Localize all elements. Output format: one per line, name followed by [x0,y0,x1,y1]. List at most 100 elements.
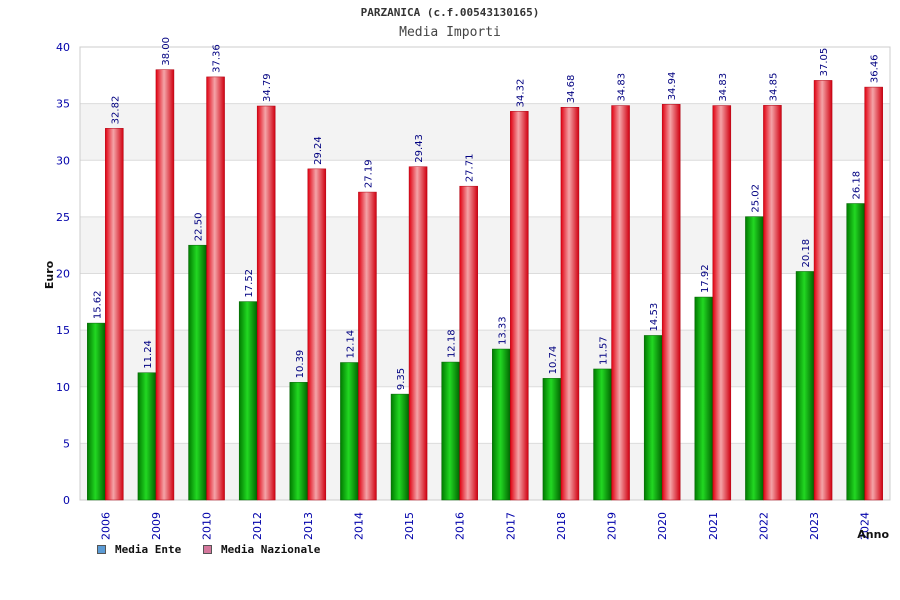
bar-media-ente [846,203,865,501]
bar-media-nazionale [358,191,377,501]
x-tick-label: 2010 [201,512,214,540]
bar-media-ente [643,335,663,501]
x-axis-label: Anno [857,528,889,541]
bar-media-nazionale [661,104,681,501]
bar-media-nazionale [763,105,782,501]
data-label: 34.79 [262,73,273,102]
bar-media-nazionale [307,168,327,501]
data-label: 17.92 [700,264,711,293]
x-tick-label: 2019 [606,512,619,540]
legend-item-media-ente: Media Ente [97,543,181,556]
data-label: 34.83 [617,73,628,102]
bar-media-nazionale [611,105,630,501]
data-label: 27.71 [465,154,476,183]
y-tick-label: 20 [56,268,70,281]
data-label: 10.39 [295,350,306,379]
bar-media-ente [390,393,410,501]
bar-media-nazionale [408,166,428,501]
data-label: 9.35 [396,368,407,390]
data-label: 29.43 [414,134,425,163]
data-label: 34.94 [667,72,678,101]
y-tick-label: 35 [56,98,70,111]
legend-swatch-media-nazionale [203,545,212,554]
x-tick-label: 2024 [859,512,872,540]
data-label: 32.82 [110,96,121,125]
bar-media-ente [492,348,511,501]
y-tick-label: 40 [56,41,70,54]
data-label: 38.00 [161,37,172,66]
bar-media-ente [137,372,157,501]
bar-media-ente [542,378,562,501]
bar-media-ente [745,216,764,501]
x-axis-ticks: 2006 2009 2010 2012 2013 2014 2015 2016 2017 2018… [99,512,871,540]
bar-media-nazionale [459,185,478,501]
bar-media-nazionale [105,128,124,501]
x-tick-label: 2022 [757,512,770,540]
bar-media-nazionale [510,111,529,501]
bars: 15.62 32.82 11.24 38.00 22.50 37.36 17.52 34.79… [87,37,883,501]
x-tick-label: 2015 [403,512,416,540]
data-label: 11.57 [599,336,610,365]
data-label: 14.53 [649,303,660,332]
bar-media-nazionale [155,69,175,501]
bar-media-ente [795,271,815,501]
bar-media-ente [593,368,612,501]
x-tick-label: 2012 [251,512,264,540]
data-label: 13.33 [497,316,508,345]
data-label: 36.46 [870,54,881,83]
data-label: 34.85 [768,73,779,102]
y-tick-label: 10 [56,381,70,394]
bar-media-ente [87,322,106,501]
x-tick-label: 2017 [504,512,517,540]
legend-item-media-nazionale: Media Nazionale [203,543,320,556]
data-label: 12.14 [345,330,356,359]
legend-label-media-ente: Media Ente [115,543,182,556]
legend-swatch-media-ente [97,545,106,554]
x-tick-label: 2020 [656,512,669,540]
bar-media-ente [238,301,258,501]
bar-media-ente [340,362,359,501]
chart-title: PARZANICA (c.f.00543130165) [360,6,540,19]
bar-media-nazionale [864,86,883,501]
legend-label-media-nazionale: Media Nazionale [221,543,321,556]
data-label: 11.24 [143,340,154,369]
y-axis-ticks: 0 5 10 15 20 25 30 35 40 [56,41,70,507]
data-label: 20.18 [801,239,812,268]
x-tick-label: 2023 [808,512,821,540]
y-tick-label: 5 [63,437,70,450]
data-label: 34.32 [515,79,526,108]
x-tick-label: 2006 [99,512,112,540]
x-tick-label: 2009 [150,512,163,540]
data-label: 34.83 [718,73,729,102]
bar-media-nazionale [813,80,833,501]
bar-media-ente [441,361,460,501]
y-tick-label: 0 [63,494,70,507]
bar-media-nazionale [256,105,276,501]
bar-media-ente [188,244,207,501]
y-tick-label: 30 [56,154,70,167]
data-label: 22.50 [194,213,205,242]
x-tick-label: 2014 [352,512,365,540]
data-label: 37.05 [819,48,830,77]
x-tick-label: 2013 [302,512,315,540]
data-label: 27.19 [363,159,374,188]
bar-media-nazionale [206,76,225,501]
data-label: 17.52 [244,269,255,298]
plot-border [79,46,891,501]
data-label: 26.18 [852,171,863,200]
x-tick-label: 2018 [555,512,568,540]
y-tick-label: 25 [56,211,70,224]
data-label: 25.02 [750,184,761,213]
data-label: 15.62 [92,290,103,319]
y-axis-label: Euro [43,260,56,289]
bar-media-nazionale [712,105,732,501]
data-label: 12.18 [447,329,458,358]
x-tick-label: 2021 [707,512,720,540]
y-tick-label: 15 [56,324,70,337]
x-tick-label: 2016 [454,512,467,540]
bar-media-ente [289,382,309,501]
data-label: 29.24 [313,136,324,165]
data-label: 34.68 [566,75,577,104]
